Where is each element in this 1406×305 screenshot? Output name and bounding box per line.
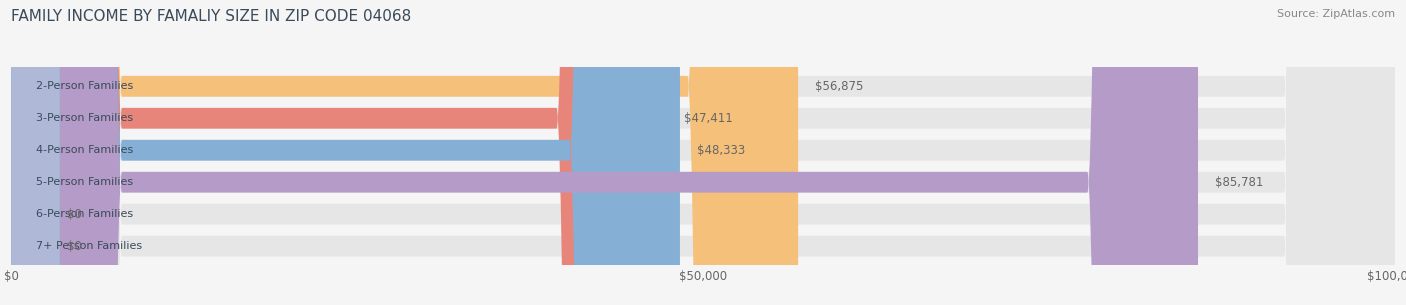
Text: $56,875: $56,875 (814, 80, 863, 93)
FancyBboxPatch shape (11, 0, 681, 305)
Text: $85,781: $85,781 (1215, 176, 1263, 189)
Text: FAMILY INCOME BY FAMALIY SIZE IN ZIP CODE 04068: FAMILY INCOME BY FAMALIY SIZE IN ZIP COD… (11, 9, 412, 24)
Text: 7+ Person Families: 7+ Person Families (37, 241, 142, 251)
Text: 5-Person Families: 5-Person Families (37, 177, 134, 187)
Text: $48,333: $48,333 (696, 144, 745, 157)
FancyBboxPatch shape (11, 0, 1395, 305)
FancyBboxPatch shape (11, 0, 668, 305)
FancyBboxPatch shape (11, 0, 59, 305)
FancyBboxPatch shape (11, 0, 1395, 305)
Text: 3-Person Families: 3-Person Families (37, 113, 134, 123)
Text: Source: ZipAtlas.com: Source: ZipAtlas.com (1277, 9, 1395, 19)
Text: 4-Person Families: 4-Person Families (37, 145, 134, 155)
FancyBboxPatch shape (11, 0, 1395, 305)
Text: $0: $0 (66, 240, 82, 253)
FancyBboxPatch shape (11, 0, 799, 305)
FancyBboxPatch shape (11, 0, 59, 305)
FancyBboxPatch shape (11, 0, 1395, 305)
Text: $0: $0 (66, 208, 82, 221)
Text: $47,411: $47,411 (683, 112, 733, 125)
Text: 2-Person Families: 2-Person Families (37, 81, 134, 91)
FancyBboxPatch shape (11, 0, 1395, 305)
Text: 6-Person Families: 6-Person Families (37, 209, 134, 219)
FancyBboxPatch shape (11, 0, 1198, 305)
FancyBboxPatch shape (11, 0, 1395, 305)
